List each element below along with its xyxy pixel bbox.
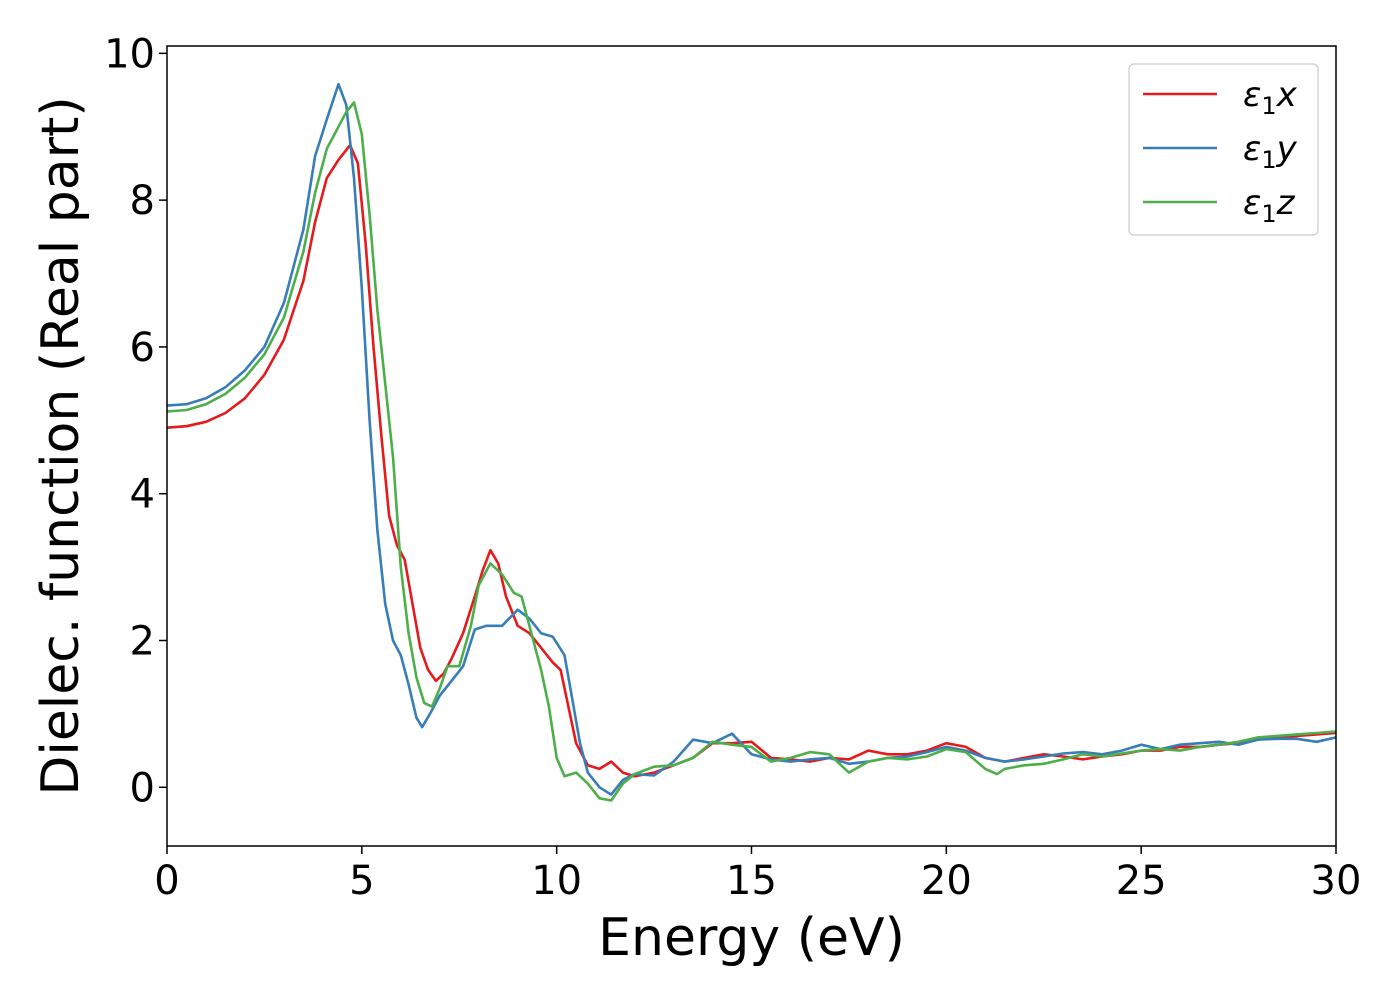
legend: ε1x ε1y ε1z [1128,63,1319,236]
y-tick-label: 6 [130,325,155,371]
x-axis-ticks: 0 5 10 15 20 25 30 [154,846,1361,904]
y-tick-label: 8 [130,178,155,224]
x-tick-label: 20 [921,858,972,904]
x-tick-label: 30 [1311,858,1362,904]
x-tick-label: 15 [726,858,777,904]
legend-box [1128,63,1319,236]
y-axis-ticks: 0 2 4 6 8 10 [104,31,167,811]
legend-item-z: ε1z [1143,183,1296,228]
y-axis-label: Dielec. function (Real part) [31,96,91,795]
series-line-x [167,143,1336,778]
x-tick-label: 10 [531,858,582,904]
x-tick-label: 25 [1116,858,1167,904]
y-tick-label: 4 [130,472,155,518]
series-line-y [167,82,1336,796]
x-tick-label: 5 [349,858,374,904]
y-tick-label: 2 [130,618,155,664]
y-tick-label: 0 [130,765,155,811]
x-axis-label: Energy (eV) [598,908,905,968]
legend-item-y: ε1y [1143,129,1298,174]
series-line-z [167,101,1336,802]
legend-label: ε1z [1243,183,1296,228]
y-tick-label: 10 [104,31,155,77]
series-lines [167,82,1336,802]
x-tick-label: 0 [154,858,179,904]
legend-item-x: ε1x [1143,75,1298,120]
legend-label: ε1y [1243,129,1298,174]
legend-label: ε1x [1243,75,1298,120]
